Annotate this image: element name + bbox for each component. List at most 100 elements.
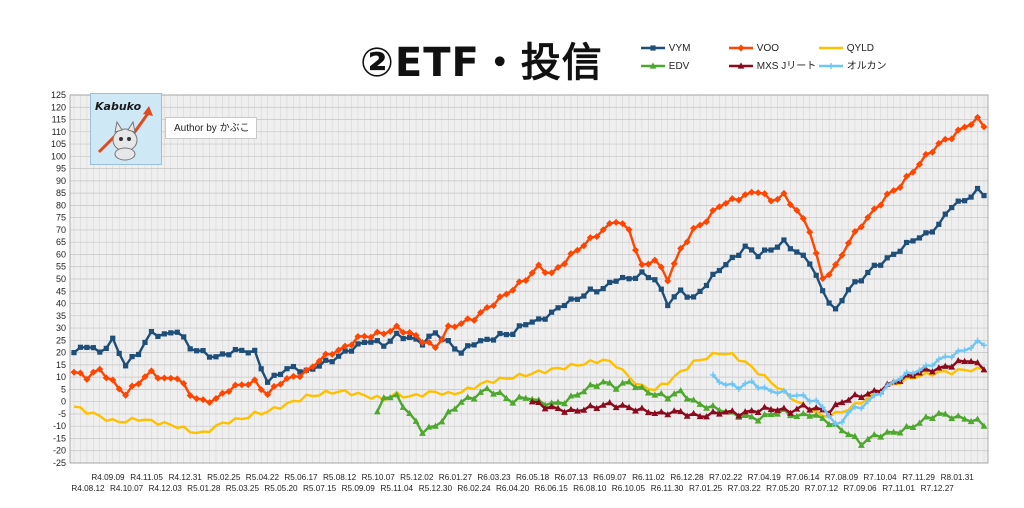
vym-marker [316, 363, 322, 369]
x-tick-label: R4.08.12 [71, 484, 105, 493]
vym-marker [465, 343, 471, 349]
y-tick-label: 100 [51, 151, 66, 161]
x-tick-label: R6.03.23 [477, 473, 511, 482]
triangle-marker [735, 412, 743, 419]
cross-marker [948, 354, 955, 361]
y-tick-label: 50 [56, 274, 66, 284]
vym-marker [329, 359, 335, 365]
y-tick-label: 20 [56, 348, 66, 358]
triangle-marker [548, 403, 555, 410]
triangle-marker [567, 392, 575, 399]
triangle-marker [625, 403, 633, 411]
voo-marker [980, 123, 988, 131]
legend-swatch-icon [819, 47, 843, 50]
voo-marker [735, 196, 743, 204]
triangle-marker [670, 407, 678, 414]
triangle-marker [870, 386, 878, 394]
voo-marker [825, 271, 833, 279]
vym-marker [194, 348, 200, 354]
voo-marker [961, 123, 969, 131]
triangle-marker [657, 389, 665, 397]
triangle-marker [793, 405, 801, 412]
vym-marker [807, 261, 813, 267]
vym-marker [413, 336, 419, 342]
x-tick-label: R5.09.09 [342, 484, 376, 493]
triangle-marker [722, 408, 730, 415]
triangle-marker [690, 396, 697, 403]
triangle-marker [703, 404, 710, 411]
vym-marker [665, 302, 671, 309]
voo-marker [806, 228, 814, 236]
voo-marker [819, 274, 827, 282]
vym-marker [219, 351, 226, 357]
vym-marker [568, 296, 574, 302]
triangle-marker [399, 403, 407, 410]
triangle-marker [748, 413, 756, 420]
triangle-marker [599, 401, 607, 408]
voo-marker [354, 333, 362, 341]
vym-marker [452, 346, 458, 352]
voo-marker [438, 336, 446, 344]
legend-label: VYM [666, 43, 691, 54]
y-tick-label: -25 [53, 458, 66, 468]
voo-marker [909, 168, 917, 176]
y-tick-label: 5 [61, 384, 66, 394]
vym-marker [929, 229, 935, 235]
voo-marker [954, 126, 962, 134]
x-tick-label: R6.01.27 [439, 473, 473, 482]
triangle-marker [496, 388, 504, 396]
cross-marker [890, 378, 897, 385]
y-tick-label: 85 [56, 188, 66, 198]
x-tick-label: R5.12.02 [400, 473, 434, 482]
triangle-marker [799, 409, 807, 417]
vym-marker [297, 369, 303, 375]
voo-marker [89, 368, 97, 376]
y-tick-label: 120 [51, 102, 66, 112]
voo-marker [167, 374, 175, 382]
triangle-marker [812, 411, 820, 418]
vym-marker [529, 319, 535, 325]
voo-marker [573, 246, 581, 254]
voo-marker [844, 239, 852, 247]
vym-marker [884, 255, 890, 261]
triangle-marker [806, 406, 814, 413]
triangle-marker [793, 412, 801, 420]
cross-marker [903, 369, 910, 376]
vym-marker [555, 305, 561, 311]
voo-marker [690, 224, 698, 232]
triangle-marker [974, 415, 981, 422]
legend-label: VOO [754, 43, 780, 54]
x-tick-label: R6.06.15 [535, 484, 569, 493]
voo-marker [761, 190, 769, 198]
voo-marker [477, 309, 485, 317]
x-tick-label: R6.05.18 [516, 473, 550, 482]
triangle-marker [974, 359, 981, 366]
cross-marker [897, 375, 904, 382]
vym-marker [865, 269, 871, 276]
vym-marker [148, 328, 155, 335]
logo-text: Kabuko [95, 100, 142, 113]
voo-marker [748, 188, 756, 196]
voo-marker [754, 189, 762, 197]
vym-marker [729, 254, 735, 261]
x-tick-label: R5.02.25 [207, 473, 241, 482]
y-tick-label: 55 [56, 262, 66, 272]
legend-swatch-icon [729, 44, 753, 52]
triangle-marker [941, 362, 949, 369]
triangle-marker [715, 410, 723, 417]
voo-marker [715, 203, 723, 211]
vym-marker [342, 348, 348, 354]
voo-marker [683, 238, 691, 246]
triangle-marker [649, 62, 657, 69]
voo-marker [289, 372, 297, 380]
y-tick-label: 45 [56, 286, 66, 296]
y-tick-label: 25 [56, 335, 66, 345]
vym-marker [497, 330, 503, 337]
triangle-marker [728, 407, 736, 414]
vym-marker [542, 316, 548, 322]
x-tick-label: R7.05.20 [766, 484, 800, 493]
cross-marker [832, 421, 839, 428]
y-tick-label: 30 [56, 323, 66, 333]
triangle-marker [554, 398, 562, 405]
voo-marker [631, 246, 639, 254]
